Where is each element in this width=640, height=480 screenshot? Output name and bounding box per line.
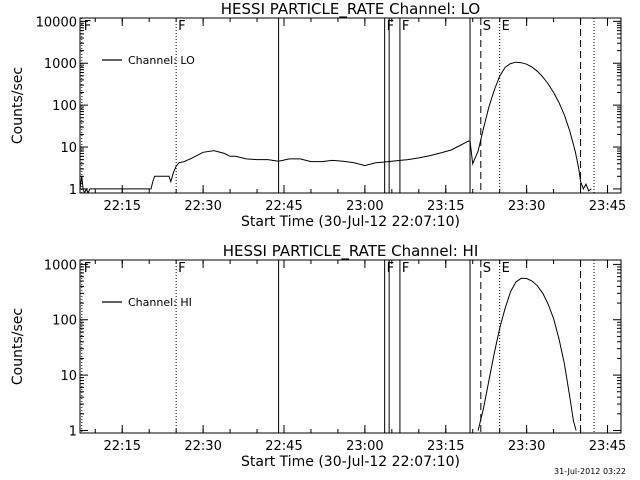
series-line [477, 277, 577, 431]
x-tick-label: 22:30 [184, 199, 221, 214]
x-tick-label: 22:30 [184, 439, 221, 454]
x-tick-label: 23:30 [508, 439, 545, 454]
y-tick-label: 1 [69, 424, 77, 439]
event-marker-label: F [402, 19, 409, 34]
y-tick-label: 10 [60, 141, 77, 156]
chart-panel-0: HESSI PARTICLE_RATE Channel: LO Start Tim… [10, 0, 626, 230]
event-marker-label: S [483, 19, 491, 34]
y-tick-label: 10000 [36, 15, 77, 30]
event-marker-label: E [502, 261, 510, 276]
event-marker-label: F [387, 261, 394, 276]
event-marker-label: F [402, 261, 409, 276]
y-tick-label: 10 [60, 369, 77, 384]
y-axis-label: Counts/sec [10, 67, 26, 144]
event-marker-label: E [502, 19, 510, 34]
x-tick-label: 23:45 [589, 199, 626, 214]
legend-entry: Channel: LO [128, 54, 195, 67]
event-marker-label: F [178, 19, 185, 34]
series-line [80, 61, 592, 193]
x-tick-label: 23:00 [346, 439, 383, 454]
legend-entry: Channel: HI [128, 296, 192, 309]
y-tick-label: 100 [52, 99, 77, 114]
chart-title: HESSI PARTICLE_RATE Channel: HI [223, 242, 479, 261]
y-tick-label: 1000 [44, 258, 77, 273]
event-marker-label: F [84, 261, 91, 276]
event-marker-label: F [178, 261, 185, 276]
x-axis-label: Start Time (30-Jul-12 22:07:10) [241, 454, 460, 470]
x-tick-label: 23:30 [508, 199, 545, 214]
y-tick-label: 100 [52, 314, 77, 329]
plot-frame [79, 259, 622, 434]
x-tick-label: 23:15 [427, 199, 464, 214]
x-tick-label: 23:00 [346, 199, 383, 214]
event-marker-label: S [483, 261, 491, 276]
event-marker-label: F [387, 19, 394, 34]
event-marker-label: F [84, 19, 91, 34]
x-tick-label: 22:15 [104, 199, 141, 214]
x-axis-label: Start Time (30-Jul-12 22:07:10) [241, 214, 460, 230]
footer-timestamp: 31-Jul-2012 03:22 [554, 467, 626, 476]
plot-frame [79, 17, 622, 194]
x-tick-label: 23:15 [427, 439, 464, 454]
chart-title: HESSI PARTICLE_RATE Channel: LO [221, 0, 480, 19]
y-axis-label: Counts/sec [10, 308, 26, 385]
x-tick-label: 22:15 [104, 439, 141, 454]
x-tick-label: 22:45 [265, 439, 302, 454]
y-tick-label: 1000 [44, 57, 77, 72]
x-tick-label: 22:45 [265, 199, 302, 214]
y-tick-label: 1 [69, 183, 77, 198]
chart-panel-1: HESSI PARTICLE_RATE Channel: HI Start Tim… [10, 242, 626, 470]
x-tick-label: 23:45 [589, 439, 626, 454]
